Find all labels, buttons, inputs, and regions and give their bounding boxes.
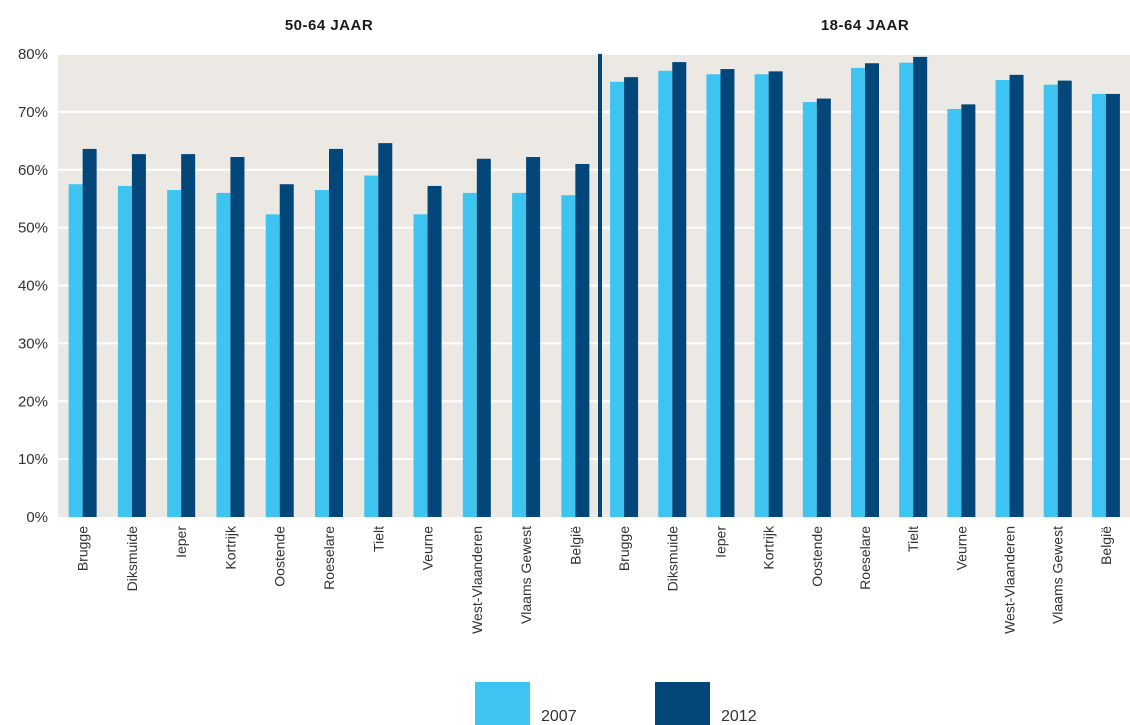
category-label: Veurne: [953, 526, 969, 571]
bar-2007: [561, 195, 575, 517]
bar-2007: [216, 193, 230, 517]
bar-2012: [624, 77, 638, 517]
category-label: Tielt: [905, 526, 921, 552]
bar-2012: [1106, 94, 1120, 517]
y-tick-label: 50%: [18, 220, 48, 237]
category-label: Ieper: [173, 526, 189, 558]
category-label: Oostende: [809, 526, 825, 587]
bar-2012: [575, 164, 589, 517]
legend: 2007 2012: [475, 682, 757, 725]
bar-2012: [477, 159, 491, 517]
legend-label-2012: 2012: [721, 708, 757, 725]
bar-2012: [428, 186, 442, 517]
y-tick-label: 20%: [18, 393, 48, 410]
panel-title: 18-64 JAAR: [821, 17, 909, 34]
legend-label-2007: 2007: [541, 708, 577, 725]
category-label: Oostende: [272, 526, 288, 587]
category-label: Tielt: [370, 526, 386, 552]
panel-title: 50-64 JAAR: [285, 17, 373, 34]
category-label: West-Vlaanderen: [469, 526, 485, 634]
bar-2007: [1044, 85, 1058, 517]
bar-2012: [526, 157, 540, 517]
bar-2012: [181, 154, 195, 517]
bar-2007: [512, 193, 526, 517]
bar-2007: [851, 68, 865, 517]
bar-2012: [132, 154, 146, 517]
bar-2012: [83, 149, 97, 517]
category-label: Veurne: [420, 526, 436, 571]
category-label: Kortrijk: [761, 525, 777, 570]
category-labels: Brugge Diksmuide Ieper Kortrijk Oostende Roes…: [75, 525, 1114, 634]
bar-2012: [769, 71, 783, 517]
bar-2012: [961, 104, 975, 517]
category-label: Roeselare: [857, 526, 873, 590]
bar-2012: [817, 99, 831, 517]
bar-2007: [996, 80, 1010, 517]
bar-2007: [266, 214, 280, 517]
bar-2007: [658, 71, 672, 517]
category-label: België: [1098, 526, 1114, 565]
category-label: Brugge: [75, 526, 91, 571]
category-label: Roeselare: [321, 526, 337, 590]
bar-2007: [803, 102, 817, 517]
y-tick-label: 30%: [18, 335, 48, 352]
y-tick-label: 10%: [18, 451, 48, 468]
bar-2012: [1010, 75, 1024, 517]
y-tick-label: 70%: [18, 104, 48, 121]
bar-2007: [899, 63, 913, 517]
category-label: Vlaams Gewest: [1050, 526, 1066, 624]
bar-2012: [1058, 81, 1072, 517]
bar-2012: [865, 63, 879, 517]
y-axis-ticks: 0% 10% 20% 30% 40% 50% 60% 70% 80%: [18, 46, 48, 526]
category-label: Brugge: [616, 526, 632, 571]
y-tick-label: 40%: [18, 278, 48, 295]
category-label: Diksmuide: [664, 526, 680, 592]
bar-2007: [706, 74, 720, 517]
bar-2007: [755, 74, 769, 517]
bar-2007: [947, 109, 961, 517]
bar-2007: [69, 184, 83, 517]
panel-titles: 50-64 JAAR 18-64 JAAR: [285, 17, 909, 34]
bar-2012: [329, 149, 343, 517]
legend-swatch-2007: [475, 682, 530, 725]
category-label: Ieper: [712, 526, 728, 558]
y-tick-label: 60%: [18, 162, 48, 179]
bar-2007: [610, 82, 624, 517]
bar-2012: [378, 143, 392, 517]
bar-2007: [364, 176, 378, 517]
bar-2012: [230, 157, 244, 517]
category-label: Kortrijk: [222, 525, 238, 570]
bar-2007: [118, 186, 132, 517]
category-label: Diksmuide: [124, 526, 140, 592]
bar-2007: [167, 190, 181, 517]
bar-2012: [913, 57, 927, 517]
category-label: West-Vlaanderen: [1002, 526, 1018, 634]
bar-2007: [1092, 94, 1106, 517]
bar-2007: [414, 214, 428, 517]
category-label: België: [567, 526, 583, 565]
legend-swatch-2012: [655, 682, 710, 725]
category-label: Vlaams Gewest: [518, 526, 534, 624]
bar-2007: [315, 190, 329, 517]
y-tick-label: 0%: [26, 509, 48, 526]
bar-2012: [720, 69, 734, 517]
bar-2012: [280, 184, 294, 517]
bar-2012: [672, 62, 686, 517]
bar-2007: [463, 193, 477, 517]
y-tick-label: 80%: [18, 46, 48, 63]
